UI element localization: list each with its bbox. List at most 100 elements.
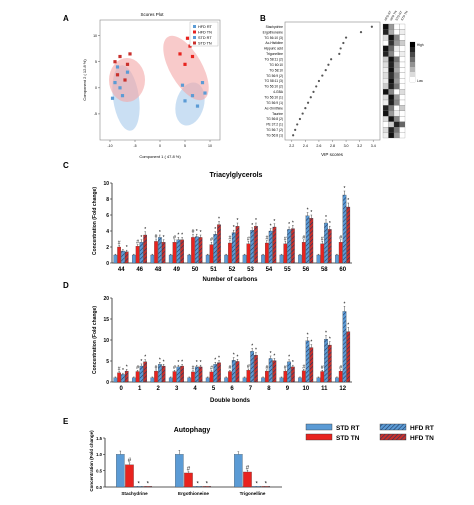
bar-significance-mark: *: [310, 340, 312, 346]
vip-xlabel: VIP scores: [321, 152, 343, 157]
bar-category-label: 2: [156, 386, 160, 392]
bar-significance-mark: *: [147, 481, 150, 487]
vip-heat-cell: [393, 110, 400, 117]
hfd-confidence-ellipse-red: [163, 35, 209, 101]
tag-title: Triacylglycerols: [210, 172, 263, 179]
vip-heat-scale-step: [410, 62, 415, 67]
bar-std-tn: [209, 244, 214, 264]
legend-label-hfd-rt: HFD RT: [410, 425, 434, 432]
vip-heat-cell: [399, 51, 406, 57]
bar-hfd-rt: [158, 237, 162, 264]
vip-feature-label: Taurine: [272, 112, 283, 116]
bar-hfd-rt: [134, 486, 143, 488]
vip-heat-cell: [382, 105, 389, 111]
bar-std-rt: [298, 377, 302, 383]
legend-swatch-hfd-rt: [379, 423, 407, 431]
bar-std-tn: [172, 371, 177, 383]
panel-letter-b: B: [260, 14, 266, 23]
bar-std-tn: [283, 243, 288, 264]
bar-hfd-rt: [324, 222, 328, 264]
bar-std-rt: [234, 454, 243, 488]
bar-std-tn: [117, 372, 121, 383]
bar-significance-mark: #: [247, 364, 250, 370]
bar-significance-mark: #: [173, 365, 176, 371]
bar-category-label: 4: [193, 386, 197, 392]
scores-ytick-label: 0: [95, 86, 97, 90]
bar-ytick-label: 8: [106, 197, 109, 203]
bar-hfd-tn: [327, 344, 332, 383]
bar-significance-mark: *: [237, 354, 239, 360]
vip-feature-label: TG 58:10: [269, 68, 283, 72]
scores-xtick-label: -10: [107, 144, 112, 148]
vip-feature-label: TG 56:8 (1): [266, 133, 283, 137]
vip-heat-cell: [388, 29, 395, 35]
vip-point: [359, 31, 363, 34]
vip-heat-scale-step: [410, 77, 415, 82]
scores-xtick-label: 5: [184, 144, 186, 148]
autophagy-ylabel: Concentration (Fold change): [89, 430, 94, 492]
bar-std-rt: [279, 377, 284, 383]
bar-std-rt: [168, 254, 173, 264]
bar-hfd-rt: [139, 242, 144, 264]
bar-hfd-tn: [124, 370, 129, 383]
bar-ytick-label: 10: [103, 181, 109, 187]
bar-significance-mark: *: [137, 481, 140, 487]
bar-significance-mark: *: [126, 245, 128, 251]
bar-significance-mark: *: [200, 360, 202, 366]
bar-hfd-tn: [291, 366, 295, 383]
bar-hfd-tn: [272, 360, 277, 383]
bar-significance-mark: #: [136, 365, 139, 371]
bar-hfd-rt: [194, 236, 199, 264]
vip-feature-label: TG 58:11 (3): [265, 79, 283, 83]
legend-swatch-hfd-tn: [379, 433, 407, 441]
vip-heat-scale-step: [410, 52, 415, 57]
bar-significance-mark: *: [159, 357, 161, 363]
vip-point: [315, 85, 318, 88]
vip-heat-cell: [388, 51, 395, 57]
bar-significance-mark: *: [307, 208, 309, 214]
bar-significance-mark: #: [128, 458, 132, 464]
bar-category-label: 50: [192, 267, 199, 273]
bar-significance-mark: *: [325, 215, 327, 221]
bar-significance-mark: *: [200, 230, 202, 236]
bar-hfd-rt: [305, 340, 310, 383]
bar-significance-mark: *: [307, 332, 309, 338]
bar-ytick-label: 6: [106, 213, 109, 219]
bar-hfd-tn: [143, 361, 148, 383]
bar-std-rt: [261, 377, 265, 383]
scores-legend-swatch: [193, 25, 196, 28]
vip-heat-cell: [388, 116, 395, 122]
bar-significance-mark: *: [347, 322, 349, 328]
bar-significance-mark: *: [196, 229, 198, 235]
bar-hfd-rt: [324, 339, 328, 383]
vip-heat-cell: [388, 78, 395, 84]
bar-significance-mark: #: [229, 365, 232, 371]
vip-point: [317, 79, 321, 83]
bar-significance-mark: #: [284, 236, 287, 242]
vip-point: [304, 107, 307, 110]
bar-category-label: 49: [173, 267, 180, 273]
autophagy-chart: Autophagy 0.0 0.5 1.0 1.5 Stachydrine Ergothi…: [89, 427, 282, 496]
vip-heat-cell: [399, 67, 406, 73]
vip-heat-cell: [388, 127, 395, 133]
vip-feature-label: TG 56:8 (2): [266, 117, 283, 121]
scores-legend-swatch: [193, 30, 196, 34]
bar-significance-mark: *: [273, 353, 275, 359]
scores-point-hfd-tn: [185, 36, 190, 40]
bar-significance-mark: *: [273, 219, 275, 225]
bar-std-rt: [242, 377, 247, 383]
vip-feature-label: TG 56:10 (3): [264, 36, 283, 40]
vip-feature-label: TG 60:10: [269, 63, 283, 67]
bar-std-tn: [265, 370, 269, 383]
vip-heat-cell: [399, 78, 406, 84]
vip-xtick-label: 2.6: [316, 144, 321, 148]
scores-point-std-tn: [125, 62, 130, 66]
bar-significance-mark: *: [288, 355, 290, 361]
bar-std-tn: [243, 471, 252, 488]
bar-significance-mark: #: [246, 465, 250, 471]
bar-significance-mark: *: [177, 232, 179, 238]
bar-hfd-tn: [202, 486, 212, 488]
bar-category-label: 55: [284, 267, 291, 273]
vip-point: [330, 58, 333, 61]
vip-heat-cell: [388, 94, 395, 101]
